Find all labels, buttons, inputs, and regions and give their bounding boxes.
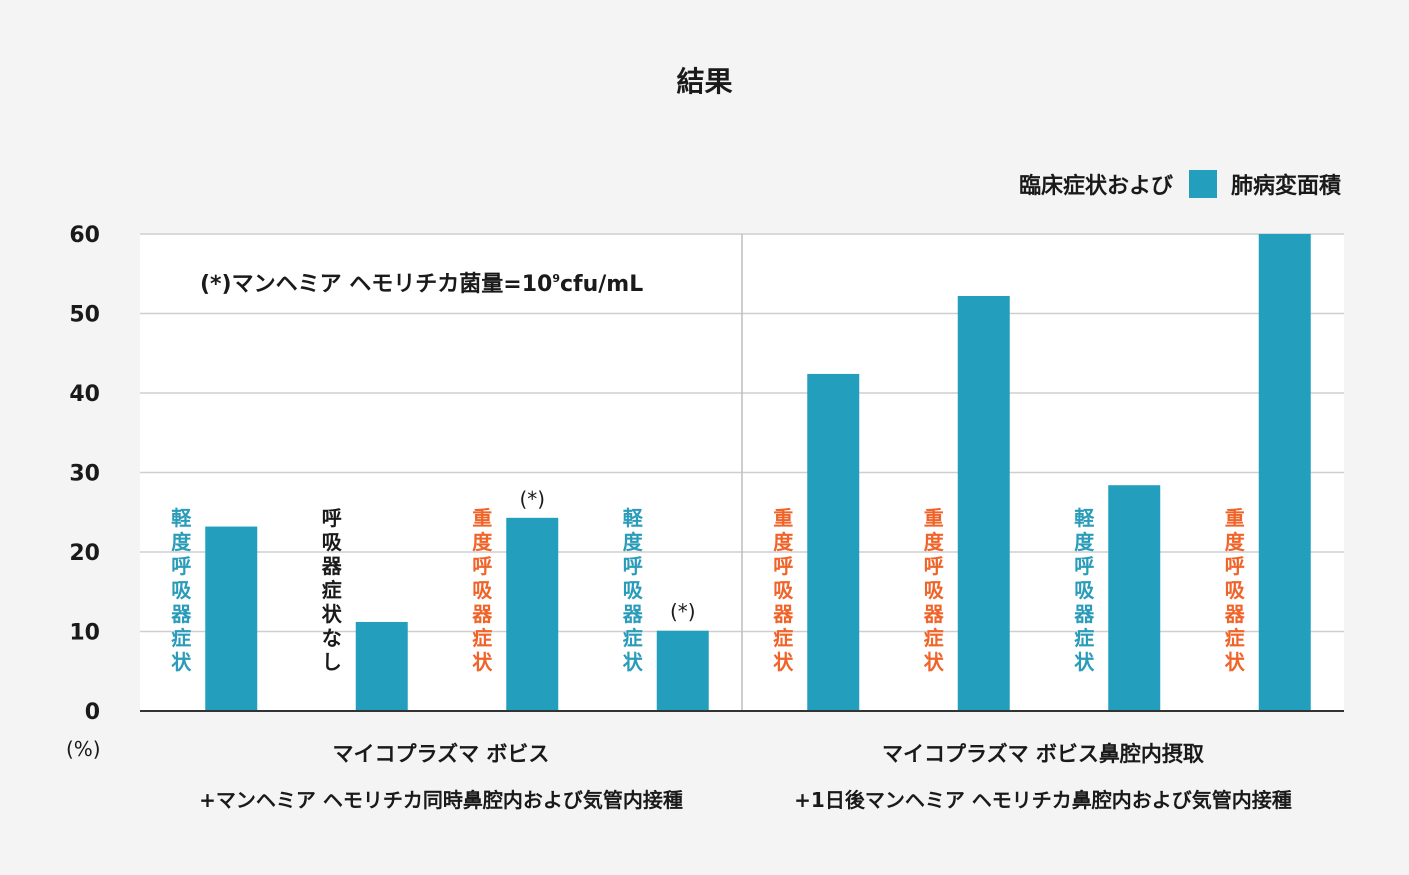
symptom-label-char: 吸 [924,578,945,602]
symptom-label-char: 呼 [1074,554,1094,578]
symptom-label-char: 呼 [773,554,793,578]
symptom-label-char: 器 [923,602,945,626]
symptom-label-char: 吸 [773,578,794,602]
footnote-exponent: 9 [552,272,560,285]
y-tick-label: 50 [69,303,100,328]
symptom-label-char: 重 [472,506,492,530]
symptom-label-char: 吸 [322,530,343,554]
symptom-label-char: 器 [471,602,493,626]
symptom-label-char: 度 [1074,530,1095,554]
symptom-label-char: 状 [623,650,644,674]
symptom-label-char: 度 [171,530,192,554]
symptom-label-char: 度 [472,530,493,554]
symptom-label-char: 呼 [1225,554,1245,578]
bar [807,373,860,711]
bar [355,621,408,711]
group-2-line1: マイコプラズマ ボビス鼻腔内摂取 [882,742,1204,766]
symptom-label-char: 状 [773,650,794,674]
symptom-label-char: 呼 [322,506,342,530]
bar-marker: (*) [670,600,696,624]
symptom-label-char: 症 [171,626,191,650]
group-2-line2: +1日後マンヘミア ヘモリチカ鼻腔内および気管内接種 [794,788,1292,812]
symptom-label-char: 状 [1225,650,1246,674]
symptom-label-char: 吸 [1225,578,1246,602]
symptom-label-char: 状 [472,650,493,674]
bar [506,517,559,711]
legend-prefix: 臨床症状および [1018,174,1173,199]
bar [205,526,258,711]
chart-title: 結果 [676,65,733,98]
symptom-label-char: 器 [321,554,343,578]
symptom-label-char: 吸 [1074,578,1095,602]
symptom-label-char: 器 [1073,602,1095,626]
bar [656,630,709,711]
symptom-label-char: 症 [1074,626,1094,650]
symptom-label-char: 度 [773,530,794,554]
symptom-label-char: 呼 [924,554,944,578]
symptom-label-char: 軽 [1074,506,1095,530]
symptom-label-char: 重 [1225,506,1245,530]
symptom-label-char: 症 [924,626,944,650]
symptom-label-char: 症 [773,626,793,650]
symptom-label-char: 症 [472,626,492,650]
symptom-label-char: 症 [1225,626,1245,650]
symptom-label-char: な [322,626,342,650]
symptom-label-char: 状 [1074,650,1095,674]
symptom-label-char: 吸 [472,578,493,602]
y-tick-label: 30 [69,462,100,487]
symptom-label-char: 度 [924,530,945,554]
bar [1108,485,1161,711]
symptom-label-char: し [322,650,342,674]
group-label-2: マイコプラズマ ボビス鼻腔内摂取 +1日後マンヘミア ヘモリチカ鼻腔内および気管… [742,738,1344,813]
symptom-label-char: 器 [170,602,192,626]
symptom-label-char: 軽 [623,506,644,530]
y-tick-label: 60 [69,223,100,248]
footnote-prefix: (*)マンヘミア ヘモリチカ菌量=10 [200,272,553,297]
symptom-label-char: 吸 [623,578,644,602]
legend-label: 肺病変面積 [1230,174,1341,199]
symptom-label-char: 重 [924,506,944,530]
symptom-label-char: 度 [623,530,644,554]
legend: 臨床症状および 肺病変面積 [1019,168,1341,200]
bar-marker: (*) [519,487,545,511]
symptom-label-char: 器 [622,602,644,626]
legend-swatch [1188,170,1217,198]
symptom-label-char: 器 [1224,602,1246,626]
y-tick-label: 0 [85,700,100,725]
symptom-label-char: 状 [171,650,192,674]
y-unit-label: (%) [66,737,101,761]
symptom-label-char: 状 [924,650,945,674]
footnote-suffix: cfu/mL [559,272,644,297]
y-tick-label: 20 [69,541,100,566]
symptom-label-char: 吸 [171,578,192,602]
footnote: (*)マンヘミア ヘモリチカ菌量=109cfu/mL [200,266,643,298]
bar [1258,234,1311,711]
bar [957,296,1010,711]
symptom-label-char: 呼 [171,554,191,578]
symptom-label-char: 呼 [472,554,492,578]
symptom-label-char: 軽 [171,506,192,530]
symptom-label-char: 症 [623,626,643,650]
group-1-line1: マイコプラズマ ボビス [332,742,550,766]
symptom-label-char: 重 [773,506,793,530]
symptom-label-char: 度 [1225,530,1246,554]
group-label-1: マイコプラズマ ボビス +マンヘミア ヘモリチカ同時鼻腔内および気管内接種 [140,738,742,813]
group-1-line2: +マンヘミア ヘモリチカ同時鼻腔内および気管内接種 [199,788,683,812]
symptom-label-char: 器 [772,602,794,626]
y-tick-label: 40 [69,382,100,407]
symptom-label-char: 状 [322,602,343,626]
symptom-label-char: 呼 [623,554,643,578]
symptom-label-char: 症 [322,578,342,602]
y-tick-label: 10 [69,621,100,646]
